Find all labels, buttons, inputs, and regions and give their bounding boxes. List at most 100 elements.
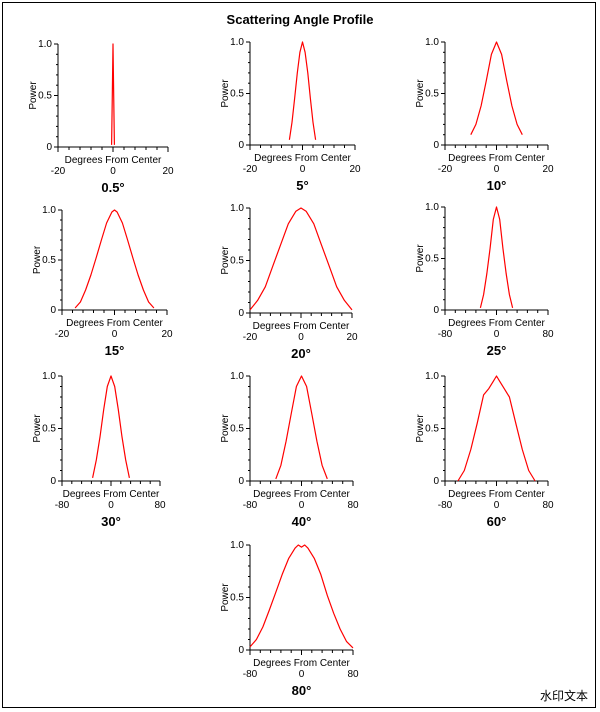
- x-tick-label: 0: [108, 500, 114, 511]
- x-axis-label: Degrees From Center: [253, 658, 350, 669]
- x-tick-label: 0: [299, 500, 305, 511]
- x-tick-label: -80: [55, 500, 70, 511]
- y-tick-label: 1.0: [230, 37, 244, 48]
- y-tick-label: 0: [433, 140, 439, 151]
- x-tick-label: 0: [110, 166, 116, 177]
- y-tick-label: 0: [238, 308, 244, 319]
- x-axis-label: Degrees From Center: [448, 318, 545, 329]
- y-axis-label: Power: [28, 81, 39, 110]
- x-tick-label: 0: [494, 329, 500, 340]
- y-tick-label: 0.5: [38, 91, 52, 102]
- x-tick-label: 0: [299, 669, 305, 680]
- panel-caption: 5°: [296, 178, 308, 193]
- panel-caption: 40°: [292, 514, 312, 529]
- y-axis-label: Power: [220, 583, 231, 612]
- y-tick-label: 1.0: [425, 202, 439, 213]
- y-tick-label: 0: [433, 476, 439, 487]
- y-axis-label: Power: [32, 414, 43, 443]
- x-tick-label: -80: [243, 669, 258, 680]
- y-tick-label: 0.5: [42, 255, 56, 266]
- x-tick-label: 20: [346, 332, 358, 343]
- x-axis-label: Degrees From Center: [448, 489, 545, 500]
- x-axis-label: Degrees From Center: [254, 153, 351, 164]
- x-axis-label: Degrees From Center: [448, 153, 545, 164]
- x-tick-label: 0: [112, 329, 118, 340]
- y-axis-label: Power: [220, 246, 231, 275]
- y-tick-label: 0: [238, 140, 244, 151]
- y-tick-label: 1.0: [230, 371, 244, 382]
- x-tick-label: -20: [438, 164, 453, 175]
- x-tick-label: -20: [243, 332, 258, 343]
- y-tick-label: 0: [50, 476, 56, 487]
- x-tick-label: -20: [51, 166, 66, 177]
- y-tick-label: 1.0: [42, 371, 56, 382]
- y-tick-label: 0: [433, 305, 439, 316]
- x-tick-label: 80: [154, 500, 166, 511]
- data-series-line: [111, 43, 115, 145]
- x-axis-label: Degrees From Center: [66, 318, 163, 329]
- data-series-line: [457, 375, 536, 482]
- x-tick-label: 80: [542, 329, 554, 340]
- y-tick-label: 0: [46, 142, 52, 153]
- y-tick-label: 0.5: [425, 424, 439, 435]
- y-tick-label: 0: [238, 476, 244, 487]
- data-series-line: [470, 41, 523, 135]
- data-series-line: [275, 375, 328, 480]
- x-tick-label: 0: [494, 500, 500, 511]
- x-tick-label: 20: [162, 166, 174, 177]
- y-tick-label: 0.5: [425, 89, 439, 100]
- x-tick-label: 0: [494, 164, 500, 175]
- x-tick-label: -80: [438, 329, 453, 340]
- y-tick-label: 1.0: [230, 540, 244, 551]
- x-tick-label: 80: [542, 500, 554, 511]
- y-tick-label: 0.5: [230, 424, 244, 435]
- y-tick-label: 0: [238, 645, 244, 656]
- watermark-text: 水印文本: [539, 689, 588, 703]
- x-tick-label: -80: [438, 500, 453, 511]
- x-tick-label: 80: [347, 500, 359, 511]
- data-series-line: [92, 375, 130, 479]
- panel-caption: 15°: [105, 343, 125, 358]
- panel-caption: 30°: [101, 514, 121, 529]
- y-tick-label: 1.0: [42, 205, 56, 216]
- x-tick-label: -80: [243, 500, 258, 511]
- x-tick-label: -20: [243, 164, 258, 175]
- x-axis-label: Degrees From Center: [253, 321, 350, 332]
- data-series-line: [479, 206, 514, 309]
- y-tick-label: 0.5: [425, 254, 439, 265]
- panel-caption: 25°: [487, 343, 507, 358]
- x-axis-label: Degrees From Center: [253, 489, 350, 500]
- panel-caption: 80°: [292, 683, 312, 698]
- panel-caption: 20°: [291, 346, 311, 361]
- x-tick-label: 0: [298, 332, 304, 343]
- chart-title: Scattering Angle Profile: [226, 12, 374, 27]
- data-series-line: [249, 544, 354, 649]
- y-tick-label: 0.5: [230, 593, 244, 604]
- data-series-line: [74, 209, 155, 309]
- y-tick-label: 1.0: [38, 39, 52, 50]
- x-tick-label: 20: [542, 164, 554, 175]
- y-axis-label: Power: [415, 244, 426, 273]
- x-tick-label: 20: [349, 164, 361, 175]
- y-tick-label: 0.5: [230, 256, 244, 267]
- x-tick-label: -20: [55, 329, 70, 340]
- data-series-line: [249, 207, 353, 311]
- y-tick-label: 0: [50, 305, 56, 316]
- y-tick-label: 0.5: [42, 424, 56, 435]
- y-tick-label: 1.0: [425, 371, 439, 382]
- y-tick-label: 1.0: [425, 37, 439, 48]
- y-tick-label: 0.5: [230, 89, 244, 100]
- y-axis-label: Power: [220, 79, 231, 108]
- data-series-line: [288, 41, 317, 140]
- y-tick-label: 1.0: [230, 203, 244, 214]
